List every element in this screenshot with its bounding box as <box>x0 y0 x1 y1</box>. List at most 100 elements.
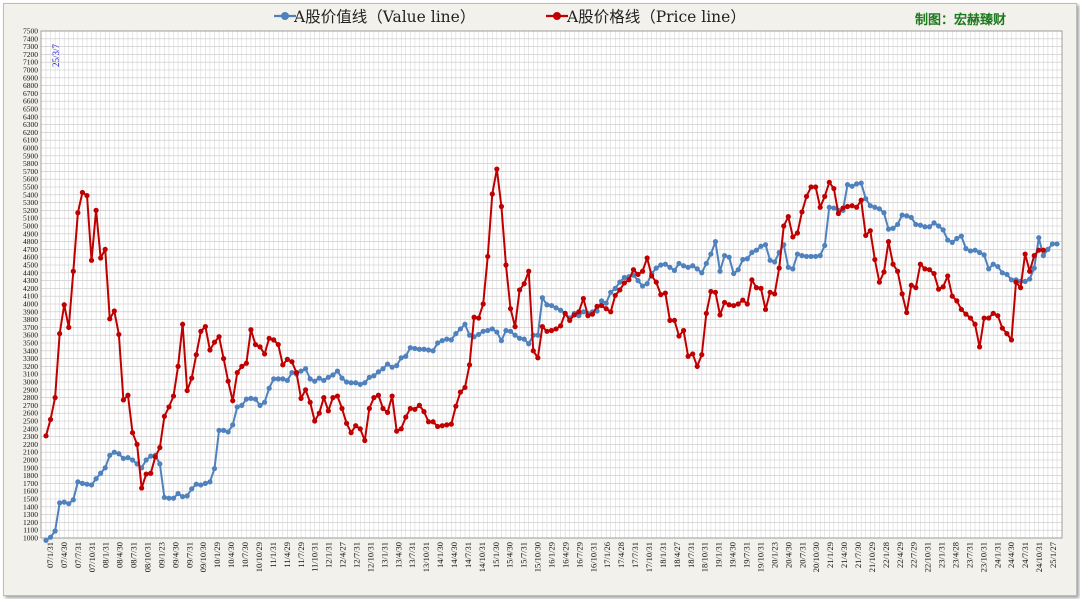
data-point <box>981 315 987 321</box>
data-point <box>239 363 245 369</box>
data-point <box>849 203 855 209</box>
data-point <box>521 336 527 342</box>
data-point <box>981 252 987 258</box>
y-tick-label: 1700 <box>23 479 38 488</box>
data-point <box>680 263 687 269</box>
data-point <box>876 206 882 212</box>
data-point <box>840 205 846 211</box>
data-point <box>189 375 195 381</box>
data-point <box>685 353 691 359</box>
data-point <box>876 279 882 285</box>
data-point <box>976 344 983 350</box>
data-point <box>867 203 873 209</box>
data-point <box>47 416 54 423</box>
data-point <box>120 455 127 462</box>
data-point <box>170 393 177 399</box>
data-point <box>694 363 700 369</box>
data-point <box>1040 247 1046 253</box>
data-point <box>198 482 204 488</box>
data-point <box>817 204 823 210</box>
y-tick-label: 6400 <box>23 112 38 121</box>
data-point <box>940 284 946 290</box>
x-tick-label: 09/4/30 <box>170 542 180 568</box>
y-tick-label: 5300 <box>23 198 38 207</box>
y-tick-label: 3500 <box>23 339 38 348</box>
x-tick-label: 15/4/30 <box>505 542 515 568</box>
data-point <box>307 376 313 382</box>
data-point <box>312 418 318 424</box>
x-tick-label: 22/1/28 <box>881 542 891 568</box>
x-tick-label: 24/4/30 <box>1006 542 1016 568</box>
data-point <box>384 361 391 367</box>
data-point <box>47 534 54 540</box>
data-point <box>867 228 873 234</box>
data-point <box>107 316 113 322</box>
data-point <box>967 248 974 254</box>
data-point <box>439 338 445 344</box>
data-point <box>662 290 668 296</box>
data-point <box>398 355 404 361</box>
x-tick-label: 10/7/30 <box>240 542 250 568</box>
data-point <box>284 356 290 362</box>
data-point <box>990 261 996 267</box>
data-point <box>1017 285 1024 291</box>
y-tick-label: 6600 <box>23 97 38 106</box>
data-point <box>75 479 81 485</box>
data-point <box>926 224 933 230</box>
data-point <box>904 309 910 316</box>
data-point <box>808 184 814 190</box>
data-point <box>945 273 951 279</box>
data-point <box>316 410 322 416</box>
data-point <box>289 359 295 365</box>
data-point <box>703 260 709 267</box>
data-point <box>785 214 791 220</box>
y-tick-label: 7000 <box>23 66 38 75</box>
data-point <box>321 377 327 384</box>
x-tick-label: 23/4/28 <box>950 542 960 568</box>
data-point <box>653 279 659 285</box>
y-tick-label: 2300 <box>23 432 38 441</box>
x-tick-label: 08/7/31 <box>129 542 139 568</box>
data-point <box>539 324 545 330</box>
data-point <box>84 192 90 199</box>
data-point <box>125 455 131 461</box>
data-point <box>831 185 837 192</box>
data-point <box>353 423 359 429</box>
y-tick-label: 2100 <box>23 448 38 457</box>
data-point <box>995 263 1001 270</box>
data-point <box>61 302 67 308</box>
y-tick-label: 5000 <box>23 222 38 231</box>
data-point <box>967 315 974 321</box>
legend-item-value-line: A股价值线（Value line） <box>274 8 475 26</box>
data-point <box>302 366 309 372</box>
data-point <box>885 239 892 245</box>
data-point <box>617 279 623 285</box>
y-tick-label: 5700 <box>23 167 38 176</box>
data-point <box>954 298 960 304</box>
data-point <box>630 267 637 273</box>
data-point <box>899 212 905 218</box>
x-tick-label: 12/10/31 <box>365 542 375 572</box>
data-point <box>120 397 127 403</box>
data-point <box>166 495 172 501</box>
data-point <box>116 451 122 457</box>
data-point <box>289 370 295 376</box>
data-point <box>476 331 482 338</box>
data-point <box>945 237 951 243</box>
data-point <box>143 471 149 477</box>
data-point <box>211 339 218 345</box>
data-point <box>626 277 632 283</box>
data-point <box>699 352 705 358</box>
data-point <box>503 327 509 334</box>
data-point <box>403 414 409 420</box>
data-point <box>43 433 49 439</box>
data-point <box>498 203 505 210</box>
data-point <box>184 493 190 499</box>
data-point <box>931 270 937 277</box>
data-point <box>535 355 541 361</box>
data-point <box>403 353 409 359</box>
data-point <box>252 341 259 348</box>
data-point <box>872 204 878 210</box>
data-point <box>826 179 832 185</box>
data-point <box>553 326 559 332</box>
